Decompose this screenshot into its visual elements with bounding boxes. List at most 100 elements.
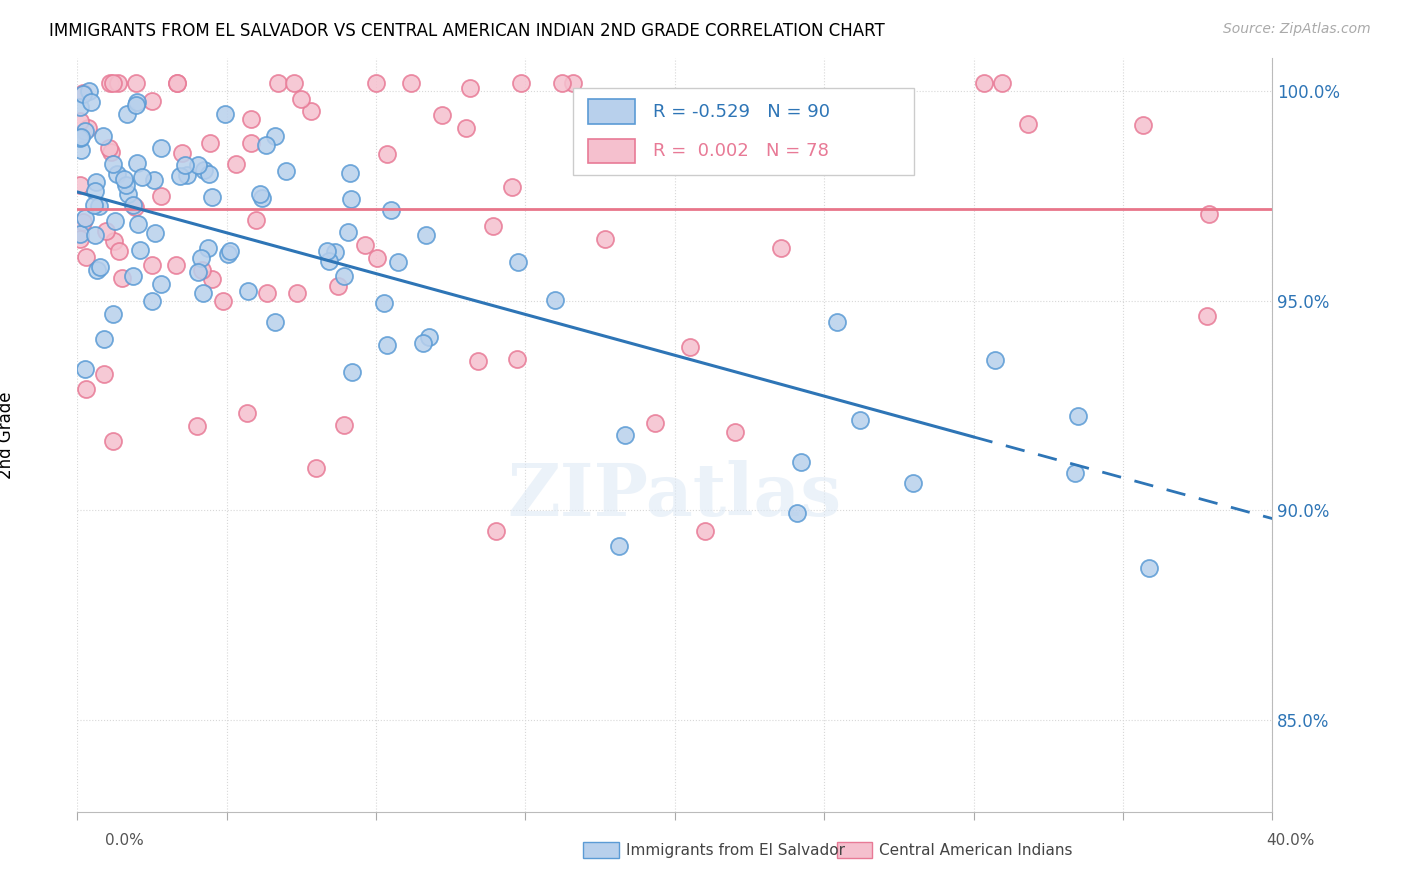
Point	[276, 164, 298, 178]
Point	[354, 237, 377, 252]
Point	[101, 157, 124, 171]
Point	[103, 234, 125, 248]
Point	[124, 97, 146, 112]
Text: R =  0.002   N = 78: R = 0.002 N = 78	[654, 143, 830, 161]
Point	[105, 167, 128, 181]
Point	[128, 243, 150, 257]
Point	[150, 188, 173, 202]
Point	[607, 539, 630, 553]
Point	[84, 175, 107, 189]
Point	[125, 155, 148, 169]
Point	[245, 212, 267, 227]
Point	[84, 184, 107, 198]
Point	[482, 219, 505, 233]
Point	[75, 382, 97, 396]
Point	[125, 76, 148, 90]
Text: ZIPatlas: ZIPatlas	[508, 459, 842, 531]
Point	[263, 128, 285, 143]
Point	[201, 190, 224, 204]
FancyBboxPatch shape	[588, 139, 636, 163]
Point	[107, 76, 129, 90]
Point	[101, 307, 124, 321]
Point	[318, 253, 340, 268]
Point	[80, 95, 103, 109]
Point	[186, 419, 208, 434]
Point	[117, 186, 139, 201]
Text: 0.0%: 0.0%	[105, 833, 145, 847]
Point	[141, 258, 163, 272]
Point	[841, 134, 863, 148]
Point	[332, 418, 354, 433]
Point	[458, 81, 481, 95]
Point	[340, 366, 363, 380]
Point	[69, 227, 91, 241]
FancyBboxPatch shape	[574, 88, 914, 175]
Point	[72, 87, 94, 101]
Point	[198, 136, 221, 151]
Point	[174, 158, 197, 172]
Point	[72, 215, 94, 229]
Point	[316, 244, 339, 259]
Point	[114, 178, 136, 193]
Point	[100, 145, 122, 160]
Point	[77, 84, 100, 98]
Point	[418, 330, 440, 344]
Point	[93, 332, 115, 346]
Point	[328, 279, 350, 293]
Point	[131, 169, 153, 184]
Point	[149, 277, 172, 292]
Point	[73, 362, 96, 376]
Point	[239, 112, 262, 126]
Point	[339, 166, 361, 180]
Point	[693, 524, 716, 538]
Point	[299, 104, 322, 119]
Point	[124, 200, 146, 214]
Point	[249, 186, 271, 201]
Point	[141, 293, 163, 308]
Point	[201, 272, 224, 286]
Point	[340, 192, 363, 206]
Point	[681, 116, 703, 130]
Point	[96, 224, 118, 238]
Point	[93, 368, 115, 382]
Point	[454, 121, 477, 136]
Point	[283, 76, 305, 90]
Point	[323, 244, 346, 259]
Point	[122, 268, 145, 283]
Point	[112, 171, 135, 186]
Point	[399, 76, 422, 90]
Point	[1198, 207, 1220, 221]
Point	[267, 76, 290, 90]
Point	[73, 211, 96, 226]
Point	[366, 252, 388, 266]
Point	[77, 120, 100, 135]
Point	[69, 129, 91, 144]
Point	[973, 76, 995, 90]
Point	[984, 352, 1007, 367]
Point	[1063, 466, 1085, 480]
Point	[101, 76, 124, 90]
Point	[849, 413, 872, 427]
Point	[214, 107, 236, 121]
Point	[169, 169, 191, 183]
Y-axis label: 2nd Grade: 2nd Grade	[0, 391, 15, 479]
Point	[225, 157, 247, 171]
Point	[375, 338, 398, 352]
Text: Source: ZipAtlas.com: Source: ZipAtlas.com	[1223, 22, 1371, 37]
Point	[87, 198, 110, 212]
Text: R = -0.529   N = 90: R = -0.529 N = 90	[654, 103, 831, 120]
Point	[141, 94, 163, 108]
Point	[191, 286, 214, 301]
Point	[127, 95, 149, 109]
Point	[377, 146, 399, 161]
Point	[217, 247, 239, 261]
Point	[285, 286, 308, 301]
Point	[333, 268, 356, 283]
Point	[117, 107, 139, 121]
Point	[84, 227, 107, 242]
Point	[101, 434, 124, 448]
Point	[510, 76, 533, 90]
Point	[505, 352, 527, 367]
Point	[83, 198, 105, 212]
Point	[901, 475, 924, 490]
